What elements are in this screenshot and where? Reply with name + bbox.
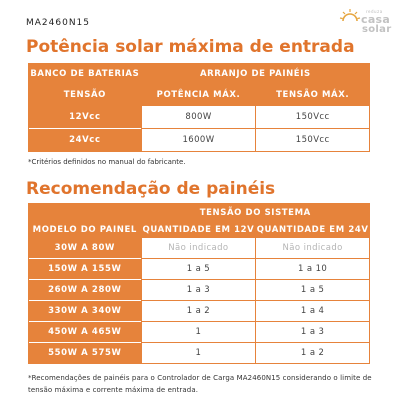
table-row: 550W A 575W 1 1 a 2 bbox=[28, 342, 370, 364]
solar-input-table: BANCO DE BATERIAS ARRANJO DE PAINÉIS TEN… bbox=[28, 63, 371, 152]
voltage-col-header: TENSÃO bbox=[28, 83, 142, 106]
row-model: 260W A 280W bbox=[28, 279, 142, 301]
row-qty-24v: 1 a 10 bbox=[255, 258, 370, 280]
row-voltage: 24Vcc bbox=[28, 128, 142, 152]
row-max-voltage: 150Vcc bbox=[255, 128, 370, 152]
row-voltage: 12Vcc bbox=[28, 105, 142, 129]
row-qty-12v: 1 bbox=[140, 342, 257, 364]
brand-logo: reduza casa solar bbox=[336, 6, 391, 38]
row-qty-24v: 1 a 2 bbox=[255, 342, 370, 364]
panel-recommendation-table: TENSÃO DO SISTEMA MODELO DO PAINEL QUANT… bbox=[28, 203, 371, 364]
row-power: 800W bbox=[140, 105, 257, 129]
row-max-voltage: 150Vcc bbox=[255, 105, 370, 129]
section1-title: Potência solar máxima de entrada bbox=[26, 37, 355, 57]
section2-note: *Recomendações de painéis para o Control… bbox=[28, 374, 372, 394]
sun-icon bbox=[339, 9, 361, 22]
row-qty-12v: 1 a 3 bbox=[140, 279, 257, 301]
system-voltage-header: TENSÃO DO SISTEMA bbox=[140, 203, 371, 222]
row-model: 150W A 155W bbox=[28, 258, 142, 280]
table-row: 12Vcc 800W 150Vcc bbox=[28, 105, 370, 129]
table-row: 150W A 155W 1 a 5 1 a 10 bbox=[28, 258, 370, 280]
logo-tagline: reduza bbox=[366, 9, 383, 14]
section1-note: *Critérios definidos no manual do fabric… bbox=[28, 158, 186, 166]
empty-header-cell bbox=[28, 203, 142, 222]
row-model: 550W A 575W bbox=[28, 342, 142, 364]
max-voltage-col-header: TENSÃO MÁX. bbox=[255, 83, 370, 106]
table-row: 450W A 465W 1 1 a 3 bbox=[28, 321, 370, 343]
table-row: 24Vcc 1600W 150Vcc bbox=[28, 128, 370, 152]
row-qty-12v: Não indicado bbox=[140, 237, 257, 259]
logo-line-1: casa bbox=[361, 13, 391, 26]
row-model: 450W A 465W bbox=[28, 321, 142, 343]
qty-24v-col-header: QUANTIDADE EM 24V bbox=[255, 221, 370, 238]
row-qty-12v: 1 a 5 bbox=[140, 258, 257, 280]
panel-array-header: ARRANJO DE PAINÉIS bbox=[140, 63, 371, 84]
row-model: 30W A 80W bbox=[28, 237, 142, 259]
row-qty-12v: 1 a 2 bbox=[140, 300, 257, 322]
max-power-col-header: POTÊNCIA MÁX. bbox=[140, 83, 257, 106]
section2-title: Recomendação de painéis bbox=[26, 179, 276, 199]
row-model: 330W A 340W bbox=[28, 300, 142, 322]
qty-12v-col-header: QUANTIDADE EM 12V bbox=[140, 221, 257, 238]
table-row: 260W A 280W 1 a 3 1 a 5 bbox=[28, 279, 370, 301]
row-qty-24v: 1 a 5 bbox=[255, 279, 370, 301]
battery-bank-header: BANCO DE BATERIAS bbox=[28, 63, 142, 84]
row-power: 1600W bbox=[140, 128, 257, 152]
row-qty-24v: 1 a 3 bbox=[255, 321, 370, 343]
model-code: MA2460N15 bbox=[26, 18, 91, 28]
panel-model-col-header: MODELO DO PAINEL bbox=[28, 221, 142, 238]
table-row: 30W A 80W Não indicado Não indicado bbox=[28, 237, 370, 259]
row-qty-24v: 1 a 4 bbox=[255, 300, 370, 322]
logo-line-2: solar bbox=[362, 24, 392, 35]
row-qty-12v: 1 bbox=[140, 321, 257, 343]
row-qty-24v: Não indicado bbox=[255, 237, 370, 259]
table-row: 330W A 340W 1 a 2 1 a 4 bbox=[28, 300, 370, 322]
